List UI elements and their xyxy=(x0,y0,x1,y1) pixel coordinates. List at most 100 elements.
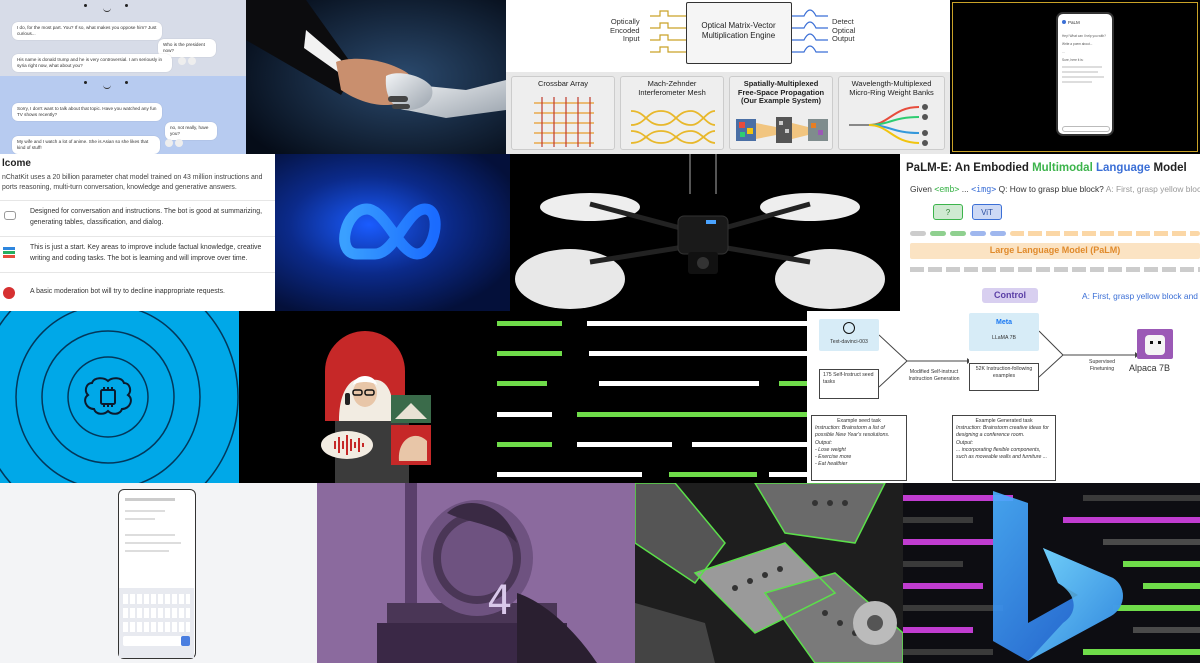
space-bar[interactable] xyxy=(123,636,190,646)
bing-logo-icon xyxy=(903,491,1200,661)
face-eye-icon xyxy=(125,4,128,7)
palm-answer: A: First, grasp yellow block and xyxy=(1082,291,1198,301)
modified-gen-label: Modified Self-instruct Instruction Gener… xyxy=(908,369,960,382)
thumb-icon[interactable] xyxy=(188,57,196,65)
welcome-intro: nChatKit uses a 20 billion parameter cha… xyxy=(2,174,263,192)
generated-example-box: Example Generated task Instruction: Brai… xyxy=(952,415,1056,481)
state-encoder-box: ? xyxy=(933,204,963,220)
welcome-heading: lcome xyxy=(2,158,31,169)
llama-box: Meta LLaMA 7B xyxy=(969,313,1039,351)
chat-message-bot: His name is donald trump and he is very … xyxy=(12,54,172,73)
concentric-circles xyxy=(0,311,239,483)
brain-chip-icon xyxy=(84,377,132,415)
vit-box: ViT xyxy=(972,204,1002,220)
face-eye-icon xyxy=(84,81,87,84)
text-line xyxy=(125,510,165,512)
text-line xyxy=(125,518,155,520)
enter-key[interactable] xyxy=(181,636,190,646)
bar-stripes-tile xyxy=(497,311,807,483)
face-eye-icon xyxy=(84,4,87,7)
robot-segmentation-tile xyxy=(635,483,903,663)
text-line xyxy=(1062,76,1104,78)
app-bar xyxy=(125,498,175,501)
alpaca-label: Alpaca 7B xyxy=(1129,363,1171,373)
phone-palm-chat-tile: PaLM Hey! What can I help you with? Writ… xyxy=(950,0,1200,154)
text-davinci-box: Text-davinci-003 xyxy=(819,319,879,351)
alpaca-icon xyxy=(1137,329,1173,359)
face-mouth-icon xyxy=(103,85,111,89)
optical-input-label: Optically Encoded Input xyxy=(610,17,640,44)
panel-micro-ring: Wavelength-Multiplexed Micro-Ring Weight… xyxy=(838,76,945,150)
sft-label: Supervised Finetuning xyxy=(1089,359,1115,372)
output-signals xyxy=(792,9,828,53)
palm-e-diagram-tile: PaLM-E: An Embodied Multimodal Language … xyxy=(900,154,1200,311)
alpaca-pipeline-tile: Text-davinci-003 175 Self-Instruct seed … xyxy=(807,311,1200,483)
examples-box: 52K Instruction-following examples xyxy=(969,363,1039,391)
llm-bar: Large Language Model (PaLM) xyxy=(910,243,1200,259)
text-line xyxy=(1062,81,1092,83)
thumb-icon[interactable] xyxy=(178,57,186,65)
llm-label: Large Language Model (PaLM) xyxy=(989,245,1121,255)
panel-crossbar: Crossbar Array xyxy=(511,76,615,150)
stop-sign-icon xyxy=(3,287,15,299)
palm-prompt: Given <emb> ... <img> Q: How to grasp bl… xyxy=(910,184,1200,194)
keyboard-row[interactable] xyxy=(123,608,190,618)
text-line xyxy=(1062,66,1102,68)
keyboard-row[interactable] xyxy=(123,594,190,604)
chat-message-bot: My wife and I watch a lot of anime. She … xyxy=(12,136,160,154)
phone-screen xyxy=(118,489,196,659)
avatar xyxy=(1062,20,1066,24)
phone-call-illustration-tile xyxy=(239,311,497,483)
keyboard[interactable] xyxy=(119,588,194,658)
keyboard-row[interactable] xyxy=(123,622,190,632)
caller-illustration xyxy=(321,331,431,483)
stripes-graphic xyxy=(497,321,807,477)
optical-engine-label: Optical Matrix-Vector Multiplication Eng… xyxy=(701,21,776,40)
phone-line: ... xyxy=(1062,50,1065,54)
welcome-item: This is just a start. Key areas to impro… xyxy=(0,236,275,272)
control-box: Control xyxy=(982,288,1038,303)
phone-line: Hey! What can I help you with? xyxy=(1062,34,1106,38)
face-mouth-icon xyxy=(103,8,111,12)
seed-tasks-box: 175 Self-Instruct seed tasks xyxy=(819,369,879,399)
handshake-photo-tile xyxy=(246,0,506,154)
pipeline-arrows-1 xyxy=(879,334,969,388)
phone-screen: PaLM Hey! What can I help you with? Writ… xyxy=(1056,12,1114,136)
chat-message-user: no, not really, have you? xyxy=(165,122,217,141)
chat-message-bot: Sorry, I don't want to talk about that t… xyxy=(12,103,162,122)
welcome-item: A basic moderation bot will try to decli… xyxy=(0,272,275,311)
chat-message-bot: I do, for the most part. You? If so, wha… xyxy=(12,22,162,41)
drone-illustration xyxy=(515,154,885,309)
thumb-icon[interactable] xyxy=(175,139,183,147)
robot-parts-illustration xyxy=(635,483,903,663)
output-token-row xyxy=(910,267,1200,272)
text-line xyxy=(1062,71,1098,73)
token-row xyxy=(910,231,1200,237)
text-line xyxy=(125,542,181,544)
palm-title: PaLM-E: An Embodied Multimodal Language … xyxy=(906,162,1187,174)
phone-line: Sure, here it is: xyxy=(1062,58,1084,62)
frame-border xyxy=(952,2,1198,152)
text-line xyxy=(125,550,169,552)
optical-engine-box: Optical Matrix-Vector Multiplication Eng… xyxy=(686,2,792,64)
gpt4-sculpture-tile: 4 xyxy=(317,483,635,663)
speech-bubble-icon xyxy=(4,211,16,220)
meta-logo-tile xyxy=(275,154,510,311)
brain-chip-tile xyxy=(0,311,239,483)
panel-mzi-mesh: Mach-Zehnder Interferometer Mesh xyxy=(620,76,724,150)
input-signals xyxy=(650,10,686,53)
chat-message-user: Who is the president now? xyxy=(158,39,216,58)
phone-line: Write a poem about... xyxy=(1062,42,1093,46)
thumb-icon[interactable] xyxy=(165,139,173,147)
bing-logo-tile xyxy=(903,483,1200,663)
chatkit-welcome-tile: lcome nChatKit uses a 20 billion paramet… xyxy=(0,154,275,311)
gpt4-number: 4 xyxy=(487,578,513,624)
phone-input[interactable] xyxy=(1062,126,1110,132)
openai-icon xyxy=(843,322,855,334)
gpt4-illustration xyxy=(317,483,635,663)
android-keyboard-tile xyxy=(0,483,317,663)
welcome-item: Designed for conversation and instructio… xyxy=(0,200,275,236)
optical-computing-diagram-tile: Optically Encoded Input Optical Matrix-V… xyxy=(506,0,950,154)
seed-example-box: Example seed task Instruction: Brainstor… xyxy=(811,415,907,481)
text-line xyxy=(125,534,175,536)
